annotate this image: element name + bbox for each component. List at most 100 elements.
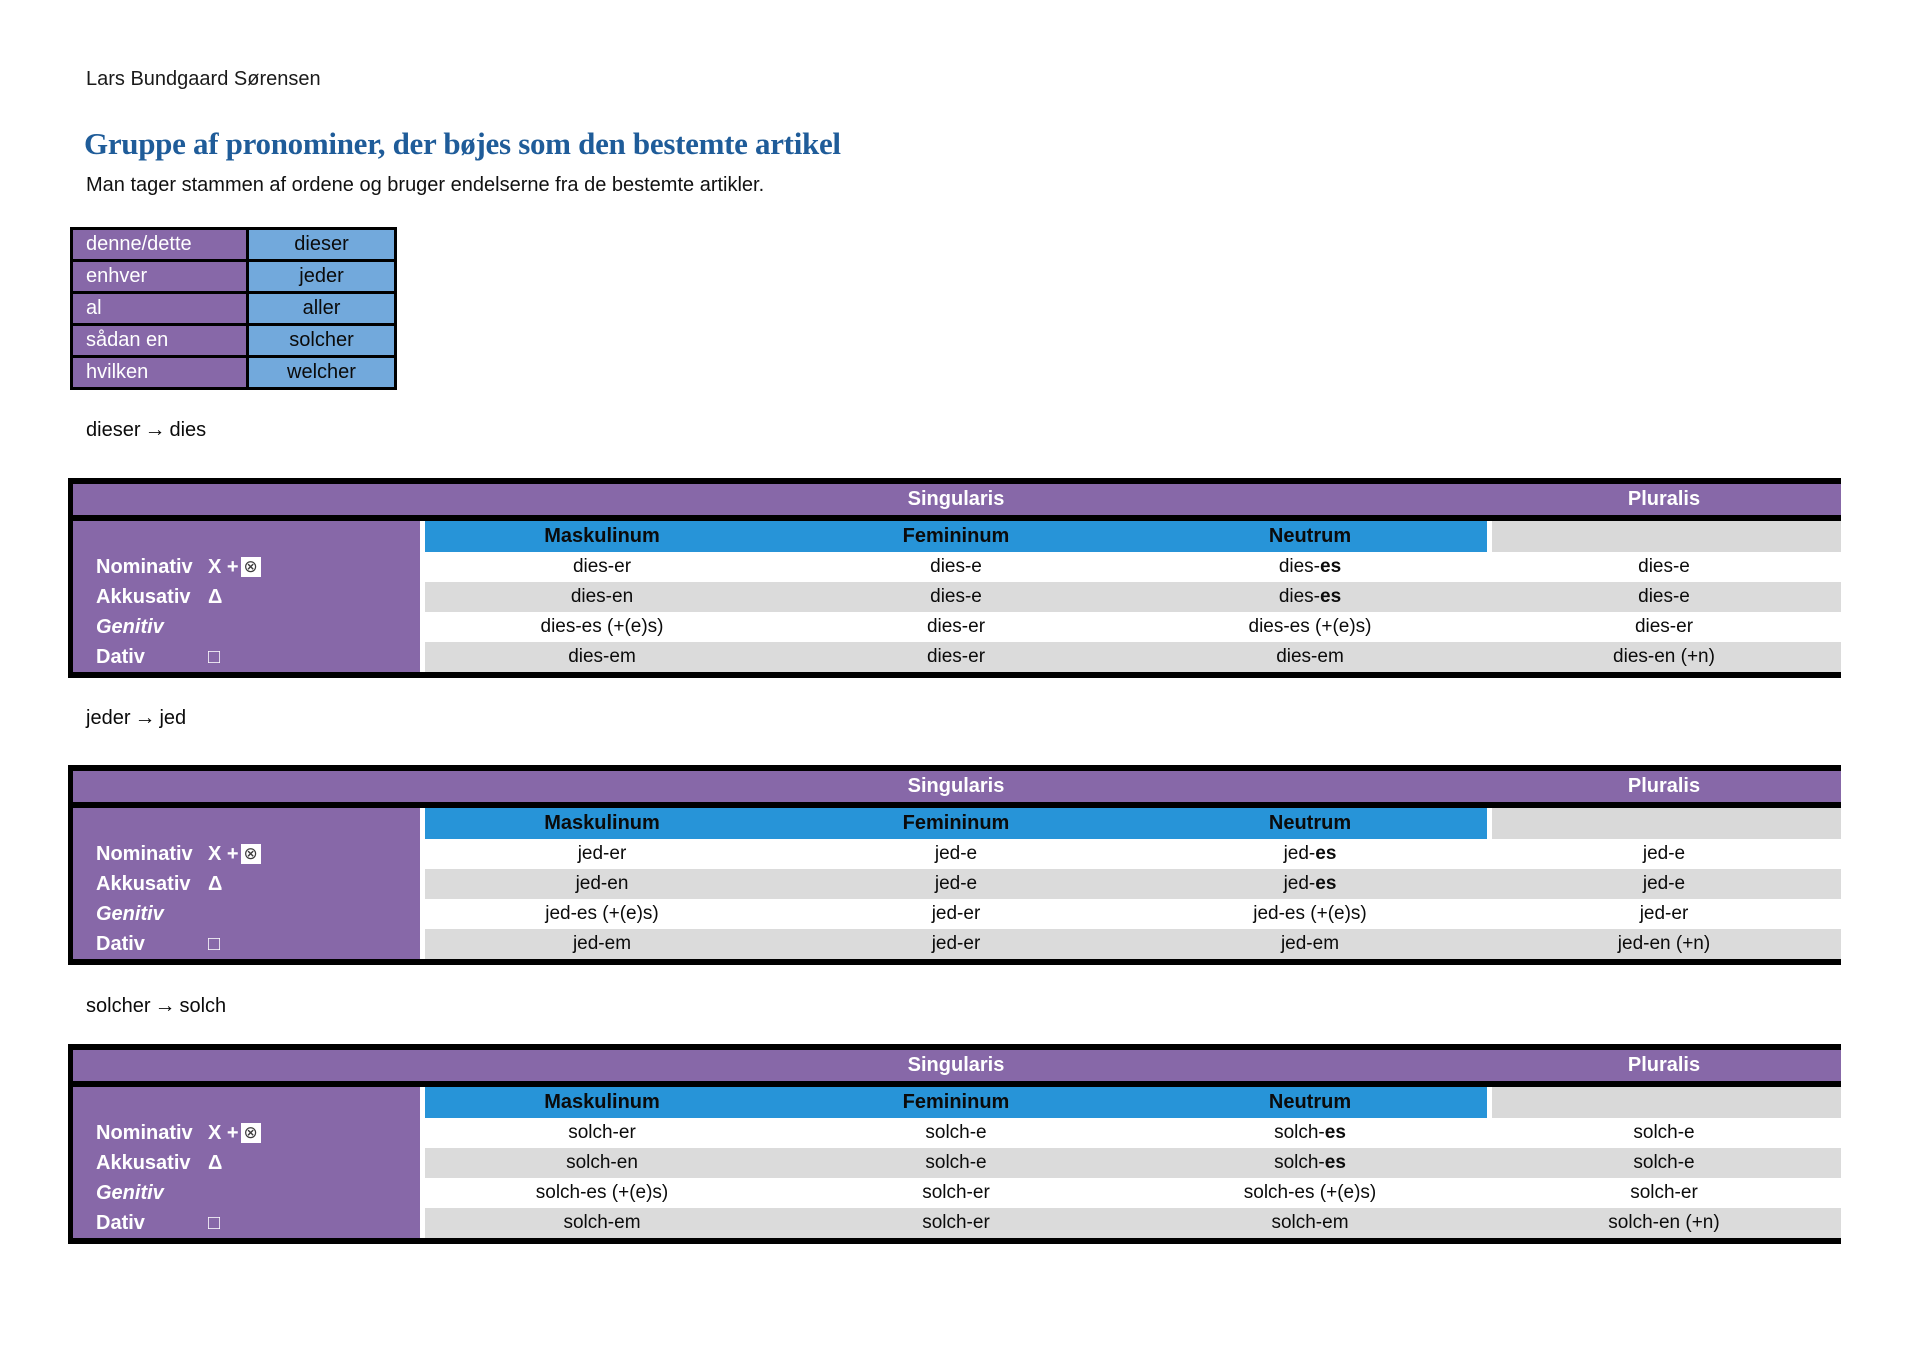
- gender-header: Neutrum: [1133, 1087, 1487, 1118]
- declension-cell: solch-e: [925, 1152, 987, 1173]
- declension-cell: jed-e: [1642, 873, 1686, 894]
- german-pronoun-cell: jeder: [246, 259, 397, 294]
- danish-pronoun-cell: al: [70, 291, 249, 326]
- page-title: Gruppe af pronominer, der bøjes som den …: [84, 126, 841, 161]
- author-name: Lars Bundgaard Sørensen: [86, 68, 321, 90]
- declension-data-row: dies-en dies-e dies-es dies-e: [425, 582, 1841, 612]
- gender-header: Neutrum: [1133, 521, 1487, 552]
- table-top-border: [73, 1044, 1841, 1050]
- stem-from: solcher: [86, 995, 151, 1017]
- declension-cell: dies-en: [570, 586, 634, 607]
- case-symbol: X +: [208, 843, 239, 865]
- table-top-border: [73, 478, 1841, 484]
- table-body: Nominativ X + ⊗ Akkusativ Δ Genitiv Dativ □ Mask…: [73, 808, 1841, 959]
- case-symbol: □: [208, 933, 221, 955]
- table-data-area: Maskulinum Femininum Neutrum jed-er jed-e jed…: [425, 808, 1841, 959]
- case-label: Akkusativ: [96, 1152, 191, 1174]
- declension-cell: dies-e: [930, 556, 982, 577]
- case-label: Dativ: [96, 646, 145, 668]
- declension-cell: jed-er: [1639, 903, 1689, 924]
- declension-cell: solch-er: [922, 1212, 990, 1233]
- case-label-row: Genitiv: [73, 612, 420, 642]
- declension-cell: dies-e: [930, 586, 982, 607]
- case-label: Dativ: [96, 933, 145, 955]
- declension-cell: solch-e: [1633, 1122, 1695, 1143]
- case-label: Nominativ: [96, 556, 193, 578]
- case-label: Nominativ: [96, 1122, 193, 1144]
- declension-cell: dies-es (+(e)s): [1248, 616, 1372, 637]
- declension-cell: solch-e: [925, 1122, 987, 1143]
- header-singularis: Singularis: [907, 1054, 1005, 1076]
- number-header-row: Singularis Pluralis: [73, 771, 1841, 802]
- declension-cell: dies-em: [568, 646, 636, 667]
- declension-cell: dies-es: [1278, 586, 1342, 607]
- circled-x-icon: ⊗: [240, 557, 261, 577]
- declension-cell: solch-es: [1274, 1152, 1346, 1173]
- gender-header: Femininum: [779, 1087, 1133, 1118]
- declension-cell: jed-es: [1283, 873, 1337, 894]
- declension-cell: dies-em: [1276, 646, 1344, 667]
- declension-cell: solch-es (+(e)s): [1243, 1182, 1377, 1203]
- case-label-row: Dativ □: [73, 642, 420, 672]
- table-data-area: Maskulinum Femininum Neutrum solch-er solch-…: [425, 1087, 1841, 1238]
- header-spacer-cell: [73, 771, 425, 802]
- danish-pronoun-cell: sådan en: [70, 323, 249, 358]
- case-label: Genitiv: [96, 1182, 164, 1204]
- right-arrow-icon: →: [154, 994, 176, 1017]
- declension-data-row: dies-em dies-er dies-em dies-en (+n): [425, 642, 1841, 672]
- pluralis-header-spacer: [1487, 808, 1841, 839]
- declension-cell: dies-er: [926, 646, 986, 667]
- label-column-spacer: [73, 1087, 420, 1118]
- table-divider-border: [73, 1081, 1841, 1087]
- case-label: Genitiv: [96, 903, 164, 925]
- case-symbol: Δ: [208, 1152, 223, 1174]
- stem-to: jed: [159, 707, 187, 729]
- case-label-row: Akkusativ Δ: [73, 1148, 420, 1178]
- declension-cell: solch-en (+n): [1608, 1212, 1720, 1233]
- case-label-column: Nominativ X + ⊗ Akkusativ Δ Genitiv Dativ □: [73, 521, 425, 672]
- declension-cell: jed-es: [1283, 843, 1337, 864]
- declension-cell: jed-e: [1642, 843, 1686, 864]
- case-symbol: □: [208, 646, 221, 668]
- case-label-row: Dativ □: [73, 1208, 420, 1238]
- table-bottom-border: [73, 1238, 1841, 1244]
- case-label-row: Nominativ X + ⊗: [73, 1118, 420, 1148]
- table-divider-border: [73, 515, 1841, 521]
- gender-header: Femininum: [779, 808, 1133, 839]
- stem-to: dies: [169, 419, 207, 441]
- case-label: Akkusativ: [96, 873, 191, 895]
- mapping-row: enhver jeder: [70, 259, 397, 294]
- declension-data-row: solch-em solch-er solch-em solch-en (+n): [425, 1208, 1841, 1238]
- declension-table-solcher: Singularis Pluralis Nominativ X + ⊗ Akkusativ…: [68, 1044, 1841, 1244]
- table-body: Nominativ X + ⊗ Akkusativ Δ Genitiv Dativ □ Mask…: [73, 521, 1841, 672]
- german-pronoun-cell: dieser: [246, 227, 397, 262]
- danish-pronoun-cell: enhver: [70, 259, 249, 294]
- header-spacer-cell: [73, 484, 425, 515]
- section-label-jeder: jeder → jed: [86, 706, 186, 730]
- page-subtitle: Man tager stammen af ordene og bruger en…: [86, 174, 765, 196]
- pluralis-header-spacer: [1487, 521, 1841, 552]
- table-top-border: [73, 765, 1841, 771]
- case-symbol: □: [208, 1212, 221, 1234]
- german-pronoun-cell: welcher: [246, 355, 397, 390]
- case-label-row: Genitiv: [73, 899, 420, 929]
- header-spacer-cell: [73, 1050, 425, 1081]
- pronoun-mapping-table: denne/dette dieser enhver jeder al aller sådan…: [70, 227, 397, 390]
- declension-cell: jed-en: [575, 873, 629, 894]
- declension-cell: dies-es: [1278, 556, 1342, 577]
- gender-header-row: Maskulinum Femininum Neutrum: [425, 808, 1841, 839]
- declension-cell: jed-em: [1280, 933, 1340, 954]
- table-data-area: Maskulinum Femininum Neutrum dies-er dies-e d…: [425, 521, 1841, 672]
- header-singularis: Singularis: [907, 775, 1005, 797]
- declension-cell: solch-en: [566, 1152, 638, 1173]
- case-label-row: Nominativ X + ⊗: [73, 839, 420, 869]
- case-label-row: Akkusativ Δ: [73, 869, 420, 899]
- declension-cell: jed-er: [577, 843, 627, 864]
- declension-data-row: dies-er dies-e dies-es dies-e: [425, 552, 1841, 582]
- declension-cell: dies-es (+(e)s): [540, 616, 664, 637]
- declension-data-row: solch-es (+(e)s) solch-er solch-es (+(e)s)…: [425, 1178, 1841, 1208]
- gender-header: Neutrum: [1133, 808, 1487, 839]
- declension-cell: jed-em: [572, 933, 632, 954]
- mapping-row: hvilken welcher: [70, 355, 397, 390]
- stem-from: jeder: [86, 707, 131, 729]
